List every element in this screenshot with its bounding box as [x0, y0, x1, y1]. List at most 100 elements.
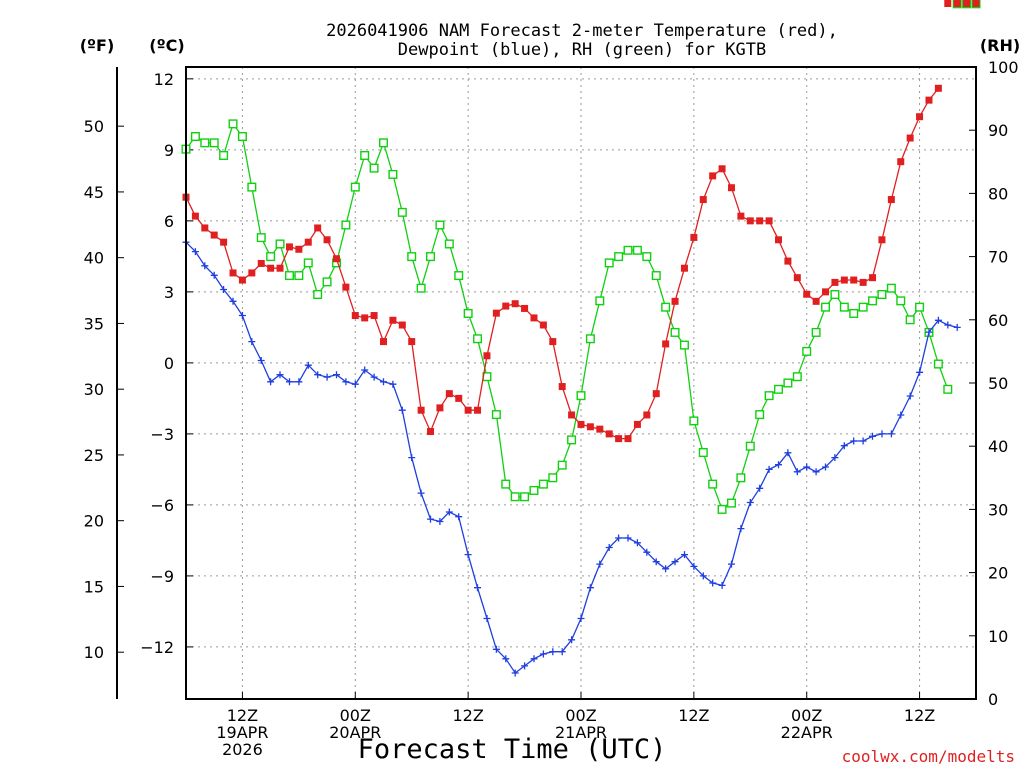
rh-point	[454, 271, 464, 281]
time-tick-label: 12Z	[678, 706, 709, 725]
temperature-point	[643, 411, 651, 419]
dewpoint-point	[925, 328, 933, 336]
rh-point	[792, 372, 802, 382]
temperature-point	[671, 297, 679, 305]
dewpoint-point	[295, 378, 303, 386]
temperature-point	[568, 411, 576, 419]
temperature-point	[737, 212, 745, 220]
temperature-point	[191, 212, 199, 220]
dewpoint-point	[483, 615, 491, 622]
dewpoint-point	[201, 262, 209, 270]
dewpoint-point	[840, 442, 848, 450]
dewpoint-point	[916, 368, 924, 376]
dewpoint-point	[417, 489, 425, 497]
dewpoint-point	[248, 338, 256, 346]
rh-point	[868, 296, 878, 306]
temperature-point	[887, 196, 895, 204]
chart-title-line-1: 2026041906 NAM Forecast 2-meter Temperat…	[326, 21, 838, 41]
rh-point	[576, 391, 586, 401]
rh-point	[219, 150, 229, 160]
dewpoint-point	[323, 373, 331, 381]
temperature-point	[417, 406, 425, 414]
dewpoint-point	[549, 648, 557, 656]
rh-line	[185, 122, 949, 511]
celsius-tick-label: 3	[164, 283, 174, 302]
time-tick-label: 12Z	[227, 706, 258, 725]
dewpoint-point	[511, 669, 519, 677]
temperature-point	[502, 302, 510, 310]
x-axis-title: Forecast Time (UTC)	[358, 734, 667, 765]
rh-point	[774, 384, 784, 394]
dewpoint-point	[220, 286, 228, 293]
dewpoint-point	[944, 321, 952, 329]
rh-point	[463, 308, 473, 318]
dewpoint-point	[492, 645, 500, 653]
time-tick-label: 12Z	[452, 706, 483, 725]
rh-point	[736, 473, 746, 483]
rh-point	[623, 245, 633, 255]
rh-point	[256, 233, 266, 243]
celsius-axis: 12 9 6 3 0 −3 −6 −9 −12	[140, 70, 193, 657]
temperature-point	[953, 0, 961, 7]
rh-point	[313, 290, 323, 300]
temperature-point	[314, 224, 322, 232]
dewpoint-point	[530, 655, 538, 663]
temperature-point	[332, 255, 340, 263]
dewpoint-point	[238, 312, 246, 319]
dewpoint-point	[699, 572, 707, 580]
rh-point	[360, 150, 370, 160]
dewpoint-point	[558, 648, 566, 656]
rh-point	[632, 245, 642, 255]
fahrenheit-tick-label: 50	[84, 117, 104, 136]
temperature-point	[474, 406, 482, 414]
rh-unit-label: (RH)	[980, 36, 1020, 55]
rh-point	[538, 479, 548, 489]
time-tick-label: 00Z	[340, 706, 371, 725]
rh-point	[943, 384, 953, 394]
temperature-point	[455, 394, 463, 402]
temperature-point	[511, 300, 519, 308]
temperature-point	[822, 288, 830, 296]
temperature-point	[803, 290, 811, 298]
dewpoint-point	[878, 430, 886, 438]
time-tick-label: 20APR	[329, 723, 381, 742]
celsius-tick-label: −6	[150, 496, 174, 515]
rh-point	[689, 416, 699, 426]
rh-point	[764, 391, 774, 401]
fahrenheit-axis: 50 45 40 35 30 25 20 15 10	[84, 67, 124, 699]
dewpoint-point	[887, 430, 895, 438]
temperature-point	[257, 259, 265, 267]
dewpoint-point	[210, 271, 218, 279]
rh-tick-label: 30	[988, 500, 1008, 519]
rh-point	[708, 479, 718, 489]
temperature-point	[944, 0, 952, 7]
temperature-point	[963, 0, 971, 7]
rh-point	[247, 182, 257, 192]
temperature-point	[869, 274, 877, 282]
temperature-point	[427, 428, 435, 436]
dewpoint-point	[906, 392, 914, 400]
rh-point	[717, 504, 727, 514]
dewpoint-point	[737, 525, 745, 533]
rh-point	[811, 327, 821, 337]
dewpoint-point	[934, 316, 942, 324]
temperature-point	[483, 352, 491, 360]
temperature-point	[624, 435, 632, 443]
dewpoint-point	[286, 378, 293, 386]
temperature-point	[220, 238, 228, 246]
dewpoint-point	[897, 411, 905, 419]
rh-point	[520, 492, 530, 502]
temperature-point	[370, 312, 378, 320]
rh-point	[350, 182, 360, 192]
time-tick-label: 00Z	[791, 706, 822, 725]
temperature-point	[389, 316, 397, 324]
temperature-point	[596, 425, 604, 433]
temperature-point	[934, 84, 942, 92]
dewpoint-point	[361, 366, 369, 374]
chart-title-line-2: Dewpoint (blue), RH (green) for KGTB	[398, 40, 766, 60]
dewpoint-point	[812, 468, 820, 476]
temperature-point	[304, 238, 312, 246]
rh-point	[237, 132, 247, 142]
fahrenheit-tick-label: 45	[84, 183, 104, 202]
temperature-point	[709, 172, 717, 180]
